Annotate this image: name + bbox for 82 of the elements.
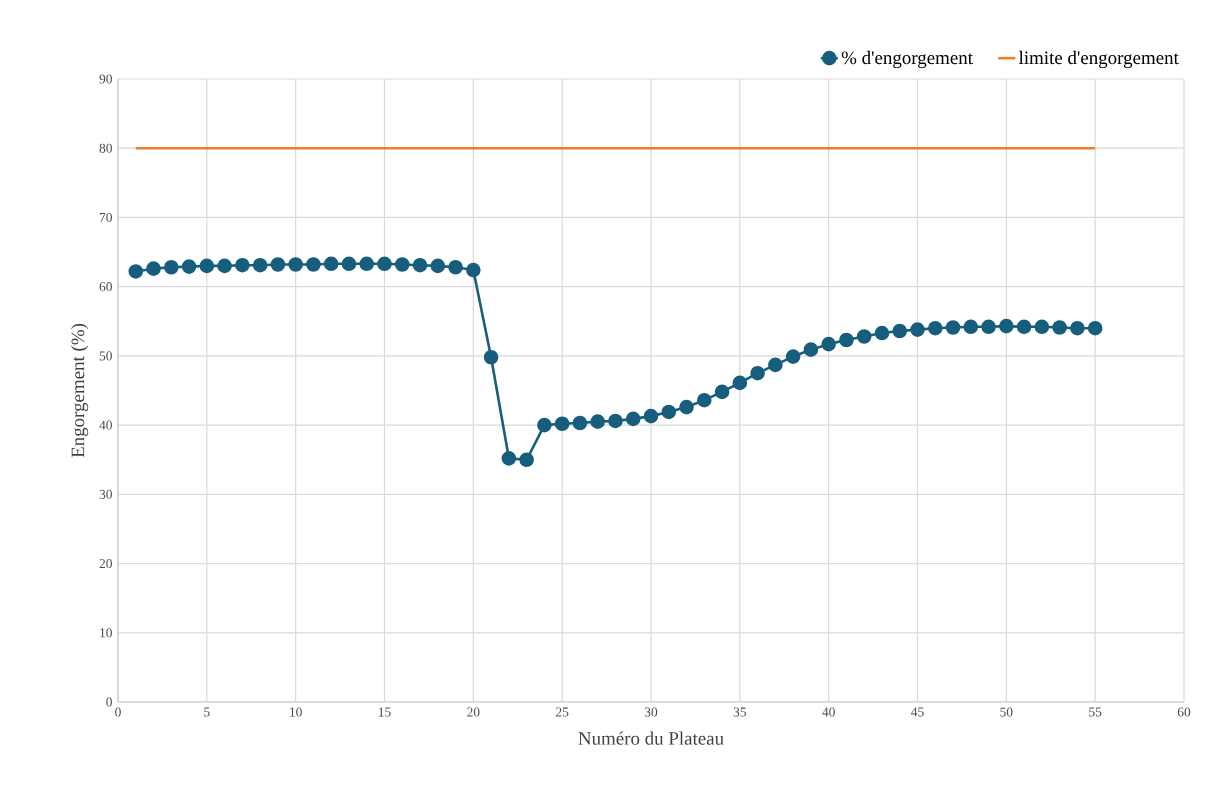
point xyxy=(341,256,357,272)
point xyxy=(412,257,428,273)
x-tick-label: 40 xyxy=(822,707,835,717)
y-tick-label: 20 xyxy=(99,559,112,569)
point xyxy=(235,257,250,273)
x-tick-label: 30 xyxy=(644,707,658,717)
y-tick-label: 10 xyxy=(100,628,112,638)
point xyxy=(892,323,908,339)
point xyxy=(874,325,890,341)
x-tick-label: 25 xyxy=(556,707,569,717)
point xyxy=(643,408,659,424)
point xyxy=(501,451,517,466)
point xyxy=(999,318,1014,334)
point xyxy=(945,320,961,335)
point xyxy=(1070,320,1085,336)
x-axis-title: Numéro du Plateau xyxy=(578,731,724,745)
point xyxy=(1016,319,1032,335)
point xyxy=(927,320,943,336)
point xyxy=(963,319,979,335)
point xyxy=(430,258,446,274)
point xyxy=(394,257,410,272)
y-tick-label: 30 xyxy=(99,489,112,499)
point xyxy=(217,258,232,274)
point xyxy=(732,375,748,391)
x-tick-label: 50 xyxy=(1000,707,1013,717)
point xyxy=(1087,320,1103,336)
x-tick-label: 0 xyxy=(115,707,121,717)
x-tick-label: 15 xyxy=(378,707,391,717)
point xyxy=(608,413,623,429)
point xyxy=(466,262,481,278)
legend-label: % d'engorgement xyxy=(841,50,973,69)
point xyxy=(181,259,197,274)
x-tick-label: 5 xyxy=(204,707,210,717)
point xyxy=(537,417,552,433)
point xyxy=(306,257,321,272)
point xyxy=(377,256,392,272)
point xyxy=(199,258,215,274)
point xyxy=(146,261,161,276)
x-tick-label: 10 xyxy=(290,707,302,717)
point xyxy=(270,257,286,272)
y-tick-label: 70 xyxy=(99,212,112,222)
point xyxy=(483,349,499,365)
x-tick-label: 20 xyxy=(467,707,480,717)
point xyxy=(252,257,268,273)
point xyxy=(821,336,836,352)
y-tick-label: 50 xyxy=(99,351,112,361)
y-tick-label: 40 xyxy=(99,420,112,430)
x-tick-label: 35 xyxy=(733,707,747,717)
point xyxy=(519,452,534,468)
point xyxy=(128,264,144,279)
point xyxy=(981,319,996,335)
point xyxy=(750,365,765,381)
point xyxy=(359,256,375,272)
y-tick-label: 80 xyxy=(99,143,112,153)
x-tick-label: 45 xyxy=(911,707,924,717)
point xyxy=(590,414,605,429)
point xyxy=(785,349,801,364)
x-tick-label: 60 xyxy=(1177,707,1191,717)
point xyxy=(323,256,339,272)
x-tick-label: 55 xyxy=(1089,707,1102,717)
point xyxy=(572,415,588,431)
point xyxy=(288,257,303,272)
point xyxy=(697,392,712,408)
point xyxy=(554,416,570,432)
point xyxy=(839,332,854,348)
point xyxy=(803,342,819,357)
point xyxy=(768,357,783,373)
point xyxy=(1052,320,1067,335)
point xyxy=(448,259,463,275)
point xyxy=(164,259,179,275)
point xyxy=(625,411,641,427)
point xyxy=(714,384,730,400)
point xyxy=(661,404,677,420)
point xyxy=(910,322,925,337)
legend-label: limite d'engorgement xyxy=(1018,50,1179,69)
y-tick-label: 90 xyxy=(99,74,112,84)
y-tick-label: 60 xyxy=(99,282,112,292)
y-tick-label: 0 xyxy=(106,697,112,707)
point xyxy=(1034,319,1050,335)
y-axis-title: Engorgement (%) xyxy=(70,323,89,458)
point xyxy=(679,399,694,415)
point xyxy=(856,329,872,344)
